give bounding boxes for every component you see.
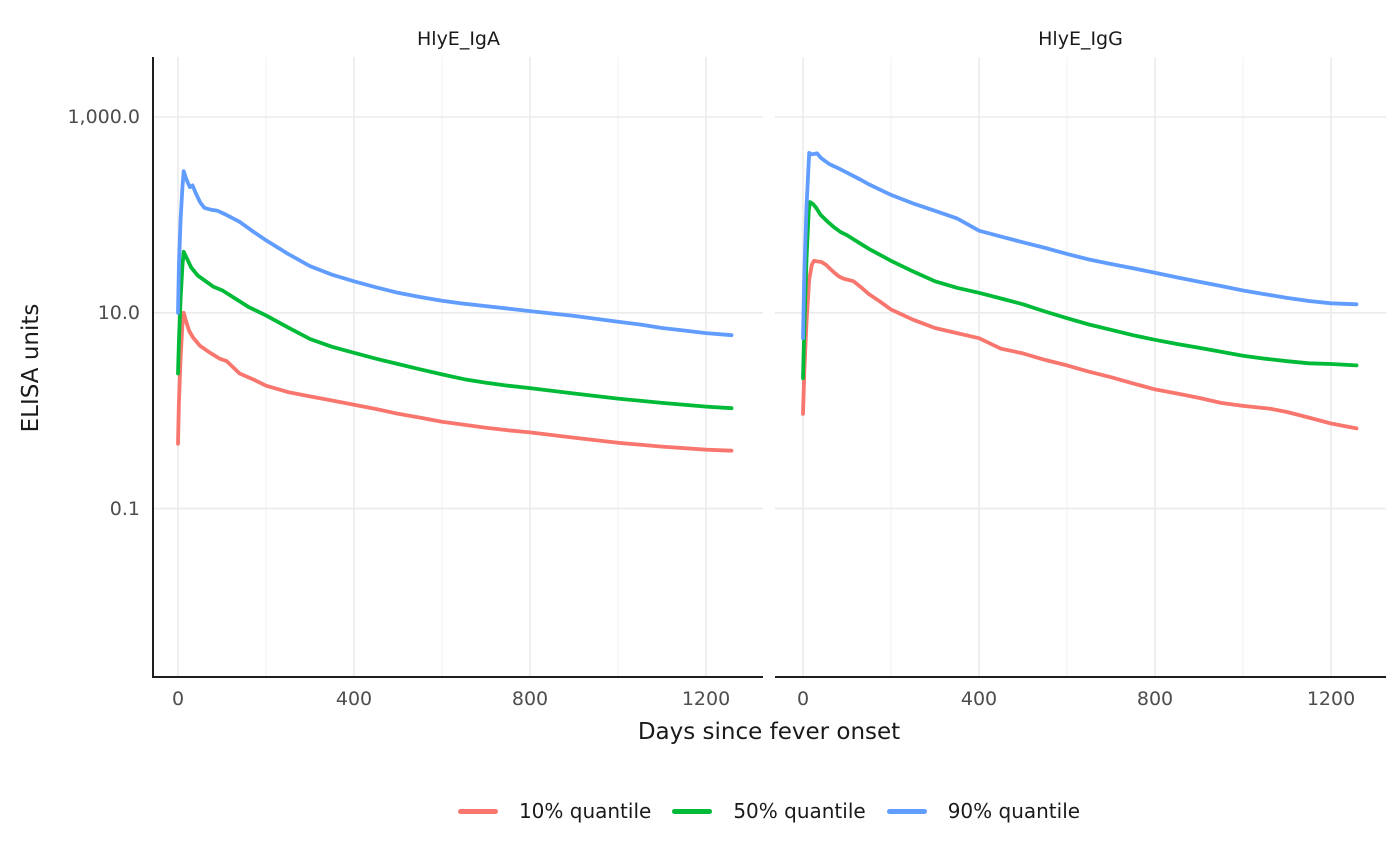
y-axis-line <box>152 57 154 678</box>
line-10-quantile <box>801 258 1359 431</box>
legend: 10% quantile 50% quantile 90% quantile <box>152 799 1386 823</box>
line-90-quantile <box>176 169 734 338</box>
x-tick-label: 800 <box>511 688 549 710</box>
x-tick-label: 400 <box>335 688 373 710</box>
legend-label-10-quantile: 10% quantile <box>518 799 652 823</box>
facet-title-hlye-iga: HlyE_IgA <box>417 28 500 50</box>
plot-panel-hlye-iga <box>154 57 763 677</box>
plot-panel-hlye-igg <box>775 57 1386 677</box>
x-tick-label: 0 <box>171 688 185 710</box>
legend-item-90-quantile: 90% quantile <box>886 799 1081 823</box>
legend-key-line-90-quantile-icon <box>886 808 927 814</box>
x-tick-label: 0 <box>796 688 810 710</box>
y-tick-label: 10.0 <box>97 301 140 324</box>
line-10-quantile <box>176 310 734 453</box>
line-50-quantile <box>801 200 1359 381</box>
legend-label-90-quantile: 90% quantile <box>947 799 1081 823</box>
y-tick-label: 1,000.0 <box>67 106 140 128</box>
x-tick-label: 1200 <box>681 688 731 710</box>
facet-title-hlye-igg: HlyE_IgG <box>1038 28 1123 50</box>
line-50-quantile <box>176 249 734 411</box>
legend-key-line-50-quantile-icon <box>672 808 713 814</box>
y-axis-title: ELISA units <box>18 303 44 433</box>
legend-item-50-quantile: 50% quantile <box>672 799 866 823</box>
x-tick-label: 400 <box>960 688 998 710</box>
legend-key-line-10-quantile-icon <box>457 808 498 814</box>
x-axis-line-right-panel <box>775 676 1386 678</box>
x-tick-label: 1200 <box>1306 688 1356 710</box>
y-tick-label: 0.1 <box>109 497 140 520</box>
x-tick-label: 800 <box>1136 688 1174 710</box>
legend-label-50-quantile: 50% quantile <box>733 799 866 823</box>
legend-item-10-quantile: 10% quantile <box>457 799 652 823</box>
x-axis-title: Days since fever onset <box>637 719 901 745</box>
x-axis-line-left-panel <box>152 676 763 678</box>
line-90-quantile <box>801 151 1359 341</box>
